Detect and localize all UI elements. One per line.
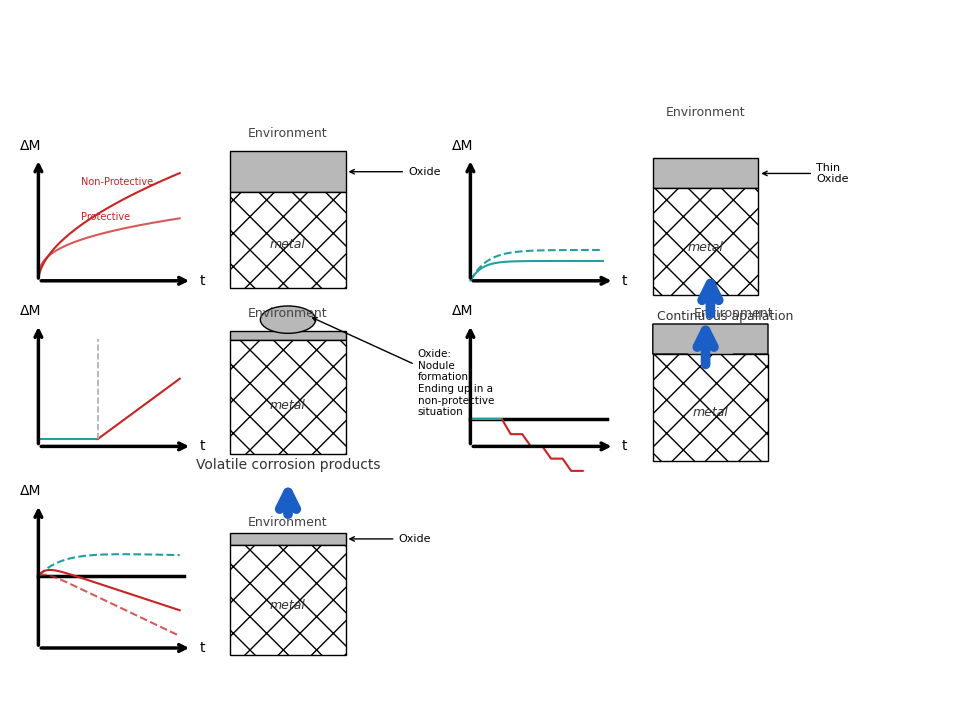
Text: metal: metal (270, 599, 306, 612)
Text: Oxide:
Nodule
formation
Ending up in a
non-protective
situation: Oxide: Nodule formation Ending up in a n… (313, 318, 494, 417)
Text: Oxide: Oxide (350, 167, 441, 176)
Text: Non-Protective: Non-Protective (82, 177, 154, 187)
Text: t: t (622, 274, 628, 288)
Text: t: t (200, 274, 205, 288)
Text: Environment: Environment (249, 516, 327, 529)
Bar (230, 192, 346, 288)
Text: metal: metal (270, 238, 306, 251)
Bar (230, 545, 346, 655)
Bar (653, 354, 768, 461)
Text: Protective: Protective (82, 212, 131, 222)
Bar (230, 151, 346, 192)
Ellipse shape (260, 306, 316, 333)
Bar (230, 533, 346, 545)
Bar (653, 189, 758, 295)
Text: Volatile corrosion products: Volatile corrosion products (196, 458, 380, 472)
Bar (230, 340, 346, 454)
Text: metal: metal (270, 400, 306, 413)
Text: Continuous apallation: Continuous apallation (657, 310, 793, 323)
Text: metal: metal (687, 240, 724, 253)
Text: Environment: Environment (249, 127, 327, 140)
Text: ΔM: ΔM (20, 305, 41, 318)
Text: metal: metal (692, 406, 729, 419)
Bar (230, 331, 346, 340)
Text: Thin
Oxide: Thin Oxide (763, 163, 849, 184)
Text: Environment: Environment (249, 307, 327, 320)
Text: Environment: Environment (666, 106, 745, 119)
Text: ΔM: ΔM (20, 485, 41, 498)
Polygon shape (653, 324, 768, 387)
Text: t: t (200, 439, 205, 454)
Text: ΔM: ΔM (452, 139, 473, 153)
Text: ΔM: ΔM (452, 305, 473, 318)
Text: t: t (622, 439, 628, 454)
Text: Oxide: Oxide (350, 534, 431, 544)
Text: t: t (200, 641, 205, 655)
Text: Environment: Environment (694, 307, 773, 320)
Bar (653, 158, 758, 189)
Text: ΔM: ΔM (20, 139, 41, 153)
